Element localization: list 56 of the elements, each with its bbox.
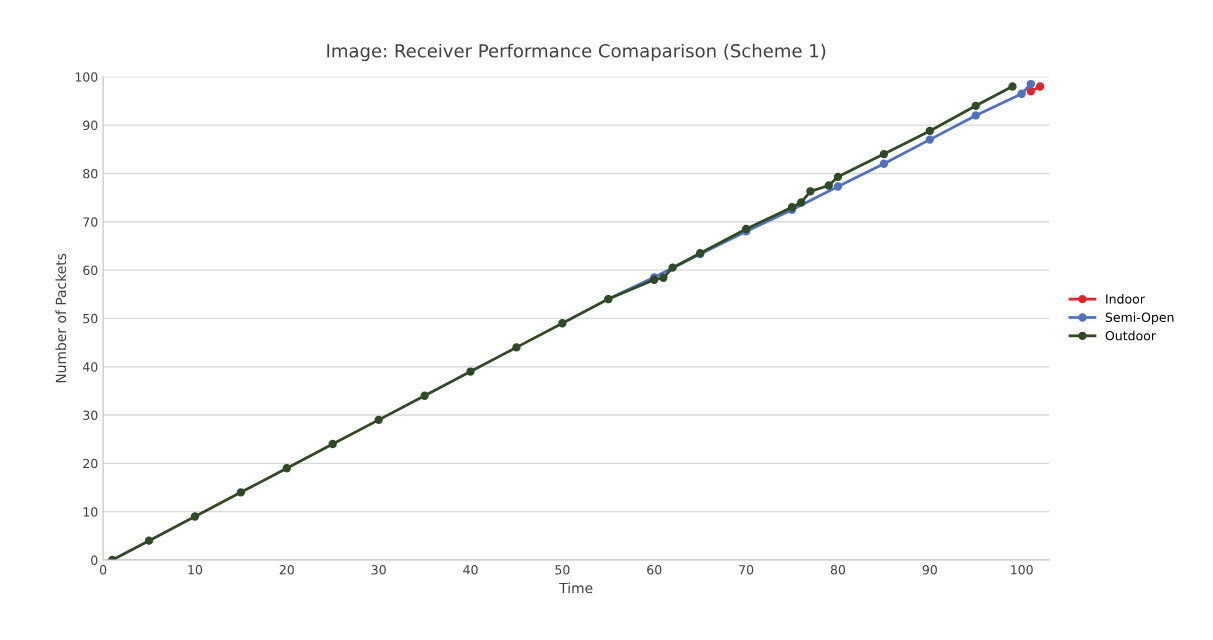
point xyxy=(879,149,889,159)
point xyxy=(833,172,843,181)
x-tick-label: 80 xyxy=(830,565,846,575)
y-axis-title: Number of Packets xyxy=(55,253,67,383)
x-tick-label: 50 xyxy=(555,565,570,575)
legend-label: Indoor xyxy=(1106,294,1145,304)
point xyxy=(466,367,475,376)
point xyxy=(420,391,429,400)
point xyxy=(879,159,889,168)
y-tick-label: 80 xyxy=(83,168,98,179)
point xyxy=(797,198,806,207)
y-tick-label: 50 xyxy=(83,313,98,324)
point xyxy=(558,319,567,328)
point xyxy=(824,181,833,190)
chart-title: Image: Receiver Performance Comaparison (Scheme 1) xyxy=(327,43,826,62)
y-tick-label: 0 xyxy=(91,555,98,565)
point xyxy=(190,512,200,521)
point xyxy=(971,111,980,120)
legend-label: Semi-Open xyxy=(1105,312,1174,325)
x-tick-label: 60 xyxy=(647,565,662,575)
y-tick-label: 20 xyxy=(83,458,98,469)
x-tick-label: 70 xyxy=(739,565,754,575)
point xyxy=(1026,79,1036,89)
point xyxy=(236,488,246,497)
point xyxy=(668,263,677,272)
point xyxy=(374,415,383,425)
y-tick-label: 100 xyxy=(75,72,98,82)
point xyxy=(282,464,291,473)
y-tick-label: 40 xyxy=(82,362,98,372)
x-tick-label: 0 xyxy=(99,565,107,575)
x-tick-label: 30 xyxy=(371,565,386,575)
legend-label: Outdoor xyxy=(1105,330,1156,341)
point xyxy=(833,182,843,191)
y-tick-label: 30 xyxy=(83,410,98,420)
point xyxy=(512,343,521,352)
point xyxy=(1017,89,1026,98)
x-tick-label: 20 xyxy=(279,565,294,575)
y-tick-label: 60 xyxy=(83,265,98,276)
point xyxy=(925,126,934,136)
x-tick-label: 40 xyxy=(463,565,478,575)
y-tick-label: 10 xyxy=(83,507,98,517)
point xyxy=(328,439,337,449)
point xyxy=(144,536,154,545)
point xyxy=(925,135,934,144)
x-tick-label: 90 xyxy=(922,565,937,575)
point xyxy=(971,101,980,110)
y-tick-label: 70 xyxy=(83,217,98,227)
y-tick-label: 90 xyxy=(83,120,98,131)
point xyxy=(806,187,815,196)
point xyxy=(1026,87,1036,96)
point xyxy=(659,273,668,282)
x-tick-label: 10 xyxy=(188,565,203,575)
point xyxy=(1008,82,1017,91)
x-tick-label: 100 xyxy=(1011,565,1033,575)
x-axis-title: Time xyxy=(559,582,593,594)
point xyxy=(1035,82,1045,91)
